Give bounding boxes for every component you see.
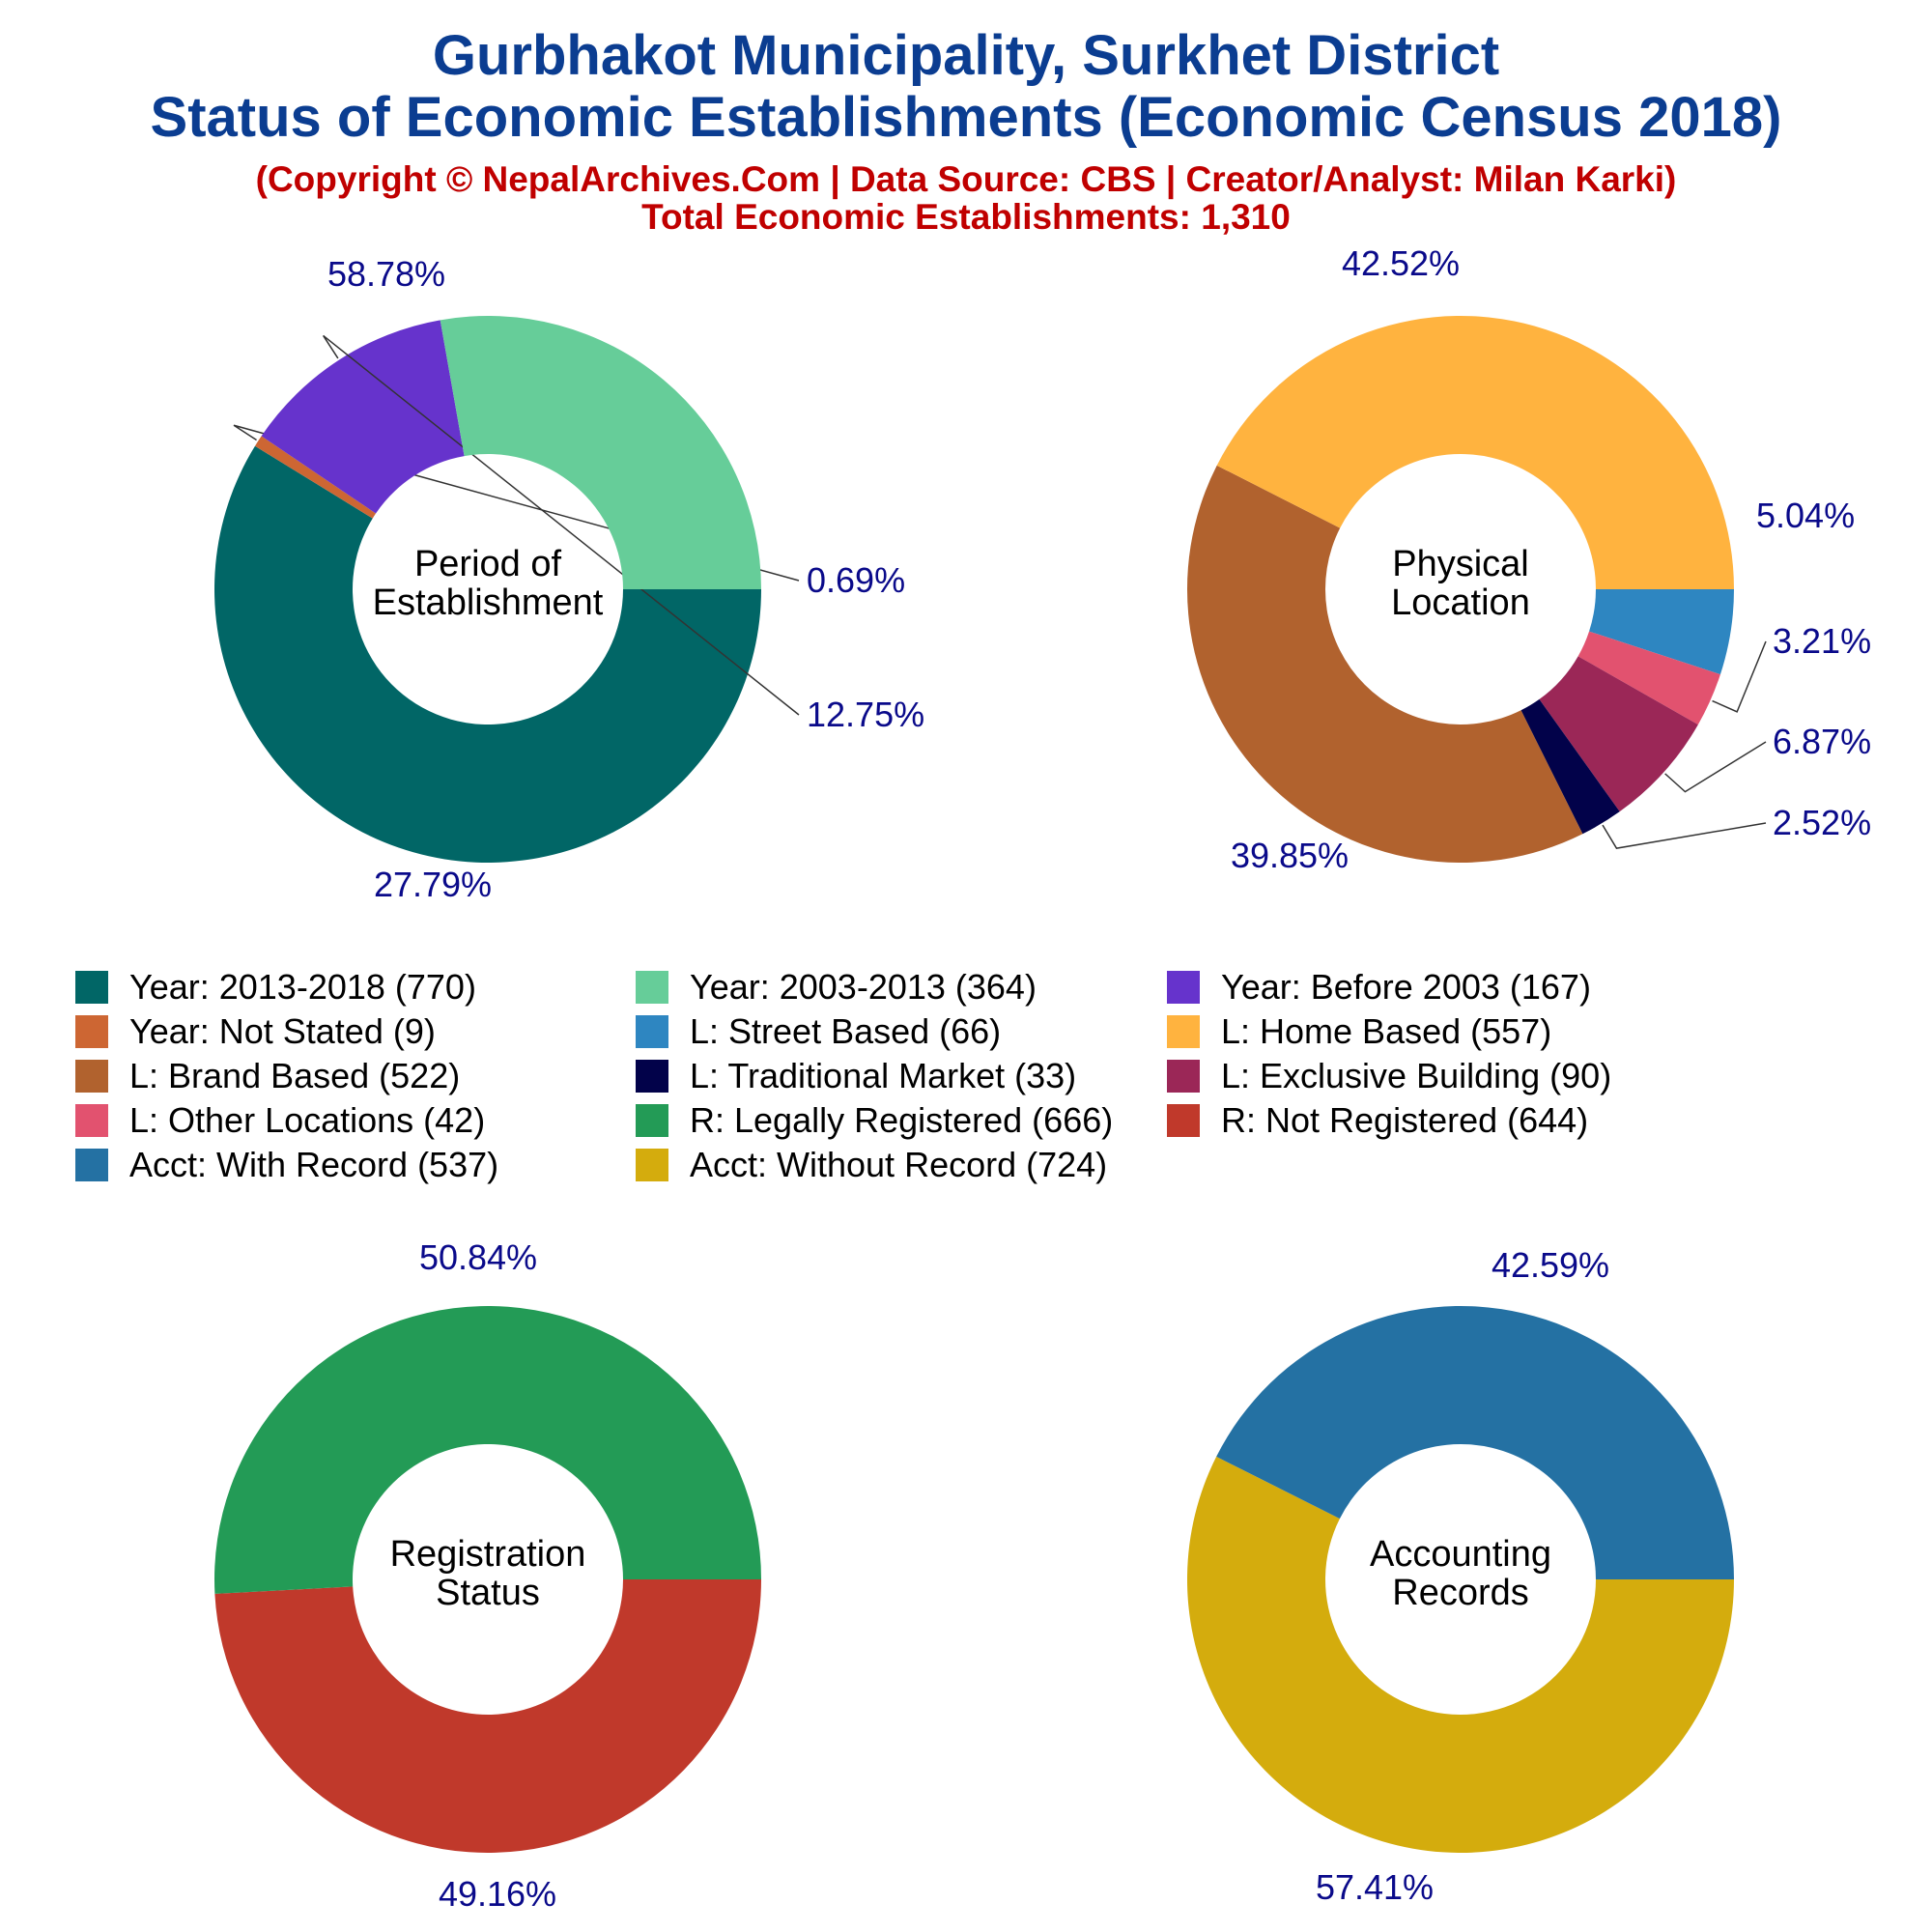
legend-item: Acct: Without Record (724) [636,1144,1107,1186]
label-leader-line [1602,822,1767,849]
legend-swatch [636,971,668,1004]
legend-item: Year: 2013-2018 (770) [75,966,476,1009]
slice-percent-label: 0.69% [807,560,905,600]
donut-slice [1589,589,1734,675]
legend-item: L: Brand Based (522) [75,1055,460,1097]
donut-center-label: Status [436,1573,540,1613]
legend-label: Year: Before 2003 (167) [1221,967,1591,1007]
legend-label: L: Other Locations (42) [129,1100,486,1140]
label-leader-line [1664,741,1767,793]
donut-slice [254,436,377,519]
legend-label: Acct: With Record (537) [129,1145,499,1184]
donut-slice [1216,1306,1734,1579]
slice-percent-label: 57.41% [1316,1867,1434,1907]
legend-swatch [636,1149,668,1181]
legend-swatch [636,1060,668,1093]
legend-label: Year: 2003-2013 (364) [690,967,1037,1007]
donut-slice [1187,465,1583,863]
donut-slice [1577,631,1720,725]
legend-item: Year: Not Stated (9) [75,1010,436,1053]
slice-percent-label: 39.85% [1231,836,1349,875]
slice-percent-label: 5.04% [1756,496,1855,535]
legend-item: Year: Before 2003 (167) [1167,966,1591,1009]
donut-slice [440,316,761,589]
legend-swatch [75,1015,108,1048]
donut-slice [1216,316,1734,589]
donut-slice [261,320,465,514]
donut-center-label: Physical [1392,544,1529,584]
legend-label: Year: 2013-2018 (770) [129,967,476,1007]
legend: Year: 2013-2018 (770) Year: 2003-2013 (36… [75,966,1891,1188]
donut-slice [213,1305,761,1594]
legend-label: L: Exclusive Building (90) [1221,1056,1612,1095]
donut-slice [1539,656,1698,812]
legend-item: L: Street Based (66) [636,1010,1001,1053]
legend-item: L: Other Locations (42) [75,1099,485,1142]
donut-center-label: Registration [390,1534,586,1575]
legend-swatch [636,1104,668,1137]
label-leader-line [1712,640,1767,713]
donut-chart-2: 5.04% 3.21% 6.87% 2.52% 39.85% 42.52% Physical… [1187,243,1871,875]
slice-percent-label: 42.52% [1342,243,1460,283]
slice-percent-label: 3.21% [1773,621,1871,661]
donut-chart-1: 58.78% 0.69% 12.75% 27.79% Period ofEstablis… [213,254,924,904]
legend-item: Year: 2003-2013 (364) [636,966,1037,1009]
slice-percent-label: 50.84% [419,1237,537,1277]
legend-item: R: Legally Registered (666) [636,1099,1113,1142]
legend-item: R: Not Registered (644) [1167,1099,1588,1142]
slice-percent-label: 58.78% [327,254,445,294]
chart-subtitle-copyright: (Copyright © NepalArchives.Com | Data So… [255,159,1677,199]
legend-label: L: Traditional Market (33) [690,1056,1077,1095]
legend-item: L: Home Based (557) [1167,1010,1551,1053]
donut-center-label: Accounting [1370,1534,1551,1575]
slice-percent-label: 49.16% [439,1874,556,1914]
legend-item: L: Exclusive Building (90) [1167,1055,1611,1097]
legend-item: Acct: With Record (537) [75,1144,498,1186]
donut-slice [214,1579,761,1853]
donut-slice [1187,1456,1734,1853]
chart-title-line2: Status of Economic Establishments (Econo… [150,86,1782,149]
slice-percent-label: 27.79% [374,865,492,904]
legend-swatch [1167,1104,1200,1137]
legend-label: L: Brand Based (522) [129,1056,461,1095]
donut-center-label: Records [1392,1573,1529,1613]
legend-swatch [75,971,108,1004]
legend-label: L: Home Based (557) [1221,1011,1552,1051]
donut-center-label: Period of [414,544,562,584]
legend-swatch [75,1104,108,1137]
legend-label: R: Not Registered (644) [1221,1100,1589,1140]
legend-swatch [75,1149,108,1181]
slice-percent-label: 42.59% [1492,1245,1609,1285]
donut-center-label: Establishment [373,582,604,623]
slice-percent-label: 2.52% [1773,803,1871,842]
legend-swatch [1167,1015,1200,1048]
legend-swatch [1167,971,1200,1004]
legend-swatch [1167,1060,1200,1093]
legend-label: Year: Not Stated (9) [129,1011,436,1051]
legend-swatch [75,1060,108,1093]
legend-item: L: Traditional Market (33) [636,1055,1076,1097]
donut-slice [213,445,761,864]
slice-percent-label: 6.87% [1773,722,1871,761]
chart-title-line1: Gurbhakot Municipality, Surkhet District [432,24,1500,87]
legend-label: R: Legally Registered (666) [690,1100,1114,1140]
donut-center-label: Location [1391,582,1530,623]
donut-slice [1520,698,1620,835]
legend-label: Acct: Without Record (724) [690,1145,1108,1184]
chart-subtitle-total: Total Economic Establishments: 1,310 [641,197,1291,237]
slice-percent-label: 12.75% [807,695,924,734]
legend-label: L: Street Based (66) [690,1011,1002,1051]
legend-swatch [636,1015,668,1048]
